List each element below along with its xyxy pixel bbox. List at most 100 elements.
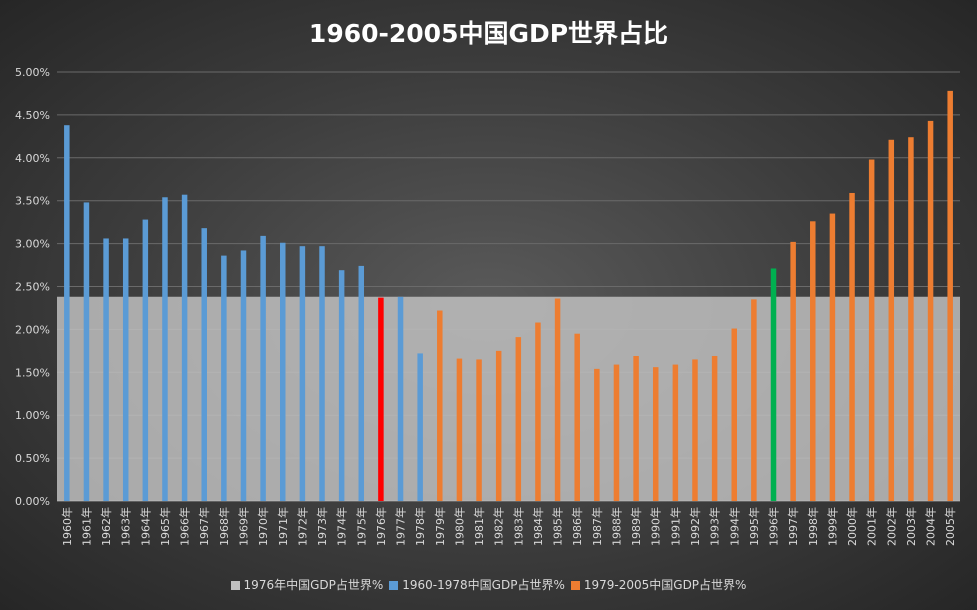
x-tick-label: 1971年 <box>276 507 290 546</box>
legend-item: 1979-2005中国GDP占世界% <box>570 576 746 593</box>
y-tick-label: 4.00% <box>15 152 50 165</box>
bar <box>692 359 698 501</box>
bar <box>515 337 522 501</box>
x-tick-label: 1975年 <box>354 507 368 546</box>
bar <box>810 221 816 502</box>
bar <box>319 246 325 501</box>
bar <box>240 250 247 501</box>
y-tick-label: 3.00% <box>15 238 50 251</box>
bar <box>908 137 914 501</box>
bar <box>711 355 718 501</box>
bar <box>731 328 737 501</box>
bar <box>437 310 443 501</box>
x-tick-label: 1999年 <box>825 507 839 546</box>
x-tick-label: 1973年 <box>315 507 329 546</box>
bar <box>181 194 188 501</box>
x-tick-label: 1998年 <box>806 507 820 546</box>
bar <box>83 202 90 501</box>
x-tick-label: 1990年 <box>649 507 663 546</box>
bar <box>652 367 659 501</box>
y-tick-label: 4.50% <box>15 109 50 122</box>
bar <box>378 297 384 501</box>
x-tick-label: 1968年 <box>217 507 231 546</box>
bar <box>397 296 404 501</box>
bar <box>260 235 266 502</box>
y-tick-label: 0.00% <box>15 495 50 508</box>
x-tick-label: 1977年 <box>394 507 408 546</box>
x-tick-label: 1984年 <box>531 507 545 546</box>
x-tick-label: 1997年 <box>786 507 800 546</box>
x-tick-label: 1995年 <box>747 507 761 546</box>
bar <box>495 350 502 501</box>
x-tick-label: 1970年 <box>256 507 270 546</box>
x-tick-label: 1962年 <box>99 507 113 546</box>
bar <box>770 268 777 501</box>
bar <box>574 333 580 501</box>
chart-legend: 1976年中国GDP占世界% 1960-1978中国GDP占世界% 1979-200… <box>0 576 977 593</box>
x-tick-label: 1963年 <box>119 507 133 546</box>
x-tick-label: 1974年 <box>335 507 349 546</box>
x-tick-label: 2000年 <box>845 507 859 546</box>
bar <box>358 265 365 501</box>
y-tick-label: 5.00% <box>15 66 50 79</box>
bar <box>672 364 679 501</box>
x-tick-label: 1992年 <box>688 507 702 546</box>
x-tick-label: 1994年 <box>727 507 741 546</box>
legend-label: 1960-1978中国GDP占世界% <box>402 578 565 592</box>
x-tick-label: 2003年 <box>904 507 918 546</box>
bar <box>829 213 836 501</box>
chart-title: 1960-2005中国GDP世界占比 <box>308 19 669 48</box>
x-tick-label: 1987年 <box>590 507 604 546</box>
x-tick-label: 1976年 <box>374 507 388 546</box>
x-tick-label: 1978年 <box>413 507 427 546</box>
y-tick-label: 0.50% <box>15 452 50 465</box>
x-tick-label: 1966年 <box>178 507 192 546</box>
series-area-1976-reference <box>57 296 960 501</box>
x-tick-label: 1981年 <box>472 507 486 546</box>
bar <box>201 228 207 501</box>
y-tick-label: 1.00% <box>15 409 50 422</box>
x-tick-label: 2004年 <box>924 507 938 546</box>
legend-item: 1976年中国GDP占世界% <box>230 576 383 593</box>
bar <box>221 255 227 501</box>
x-tick-label: 1965年 <box>158 507 172 546</box>
bar <box>790 241 796 501</box>
bar <box>64 125 70 502</box>
y-tick-label: 1.50% <box>15 366 50 379</box>
bar <box>927 120 934 501</box>
bar <box>888 139 895 502</box>
bar <box>633 355 639 501</box>
x-tick-label: 1960年 <box>60 507 74 546</box>
x-tick-label: 1983年 <box>511 507 525 546</box>
x-tick-label: 1980年 <box>452 507 466 546</box>
x-tick-label: 2005年 <box>943 507 957 546</box>
x-tick-label: 1991年 <box>668 507 682 546</box>
legend-swatch <box>389 581 399 590</box>
bar <box>456 358 463 501</box>
bar <box>613 364 620 501</box>
x-tick-label: 1985年 <box>551 507 565 546</box>
legend-swatch <box>230 581 240 590</box>
x-tick-label: 1969年 <box>236 507 250 546</box>
bar <box>122 238 129 501</box>
legend-item: 1960-1978中国GDP占世界% <box>389 576 565 593</box>
bar <box>868 159 875 502</box>
bar <box>751 299 757 501</box>
bar <box>142 219 149 502</box>
bar <box>103 238 109 501</box>
y-tick-label: 2.00% <box>15 323 50 336</box>
x-tick-label: 1972年 <box>295 507 309 546</box>
bar <box>554 298 561 501</box>
x-tick-label: 1961年 <box>79 507 93 546</box>
bar <box>535 322 541 501</box>
x-tick-label: 1993年 <box>708 507 722 546</box>
x-tick-label: 1989年 <box>629 507 643 546</box>
bar <box>280 242 286 501</box>
bar <box>338 270 345 501</box>
bar <box>417 353 423 501</box>
bar <box>476 359 482 501</box>
x-tick-label: 1982年 <box>492 507 506 546</box>
x-tick-label: 1988年 <box>609 507 623 546</box>
